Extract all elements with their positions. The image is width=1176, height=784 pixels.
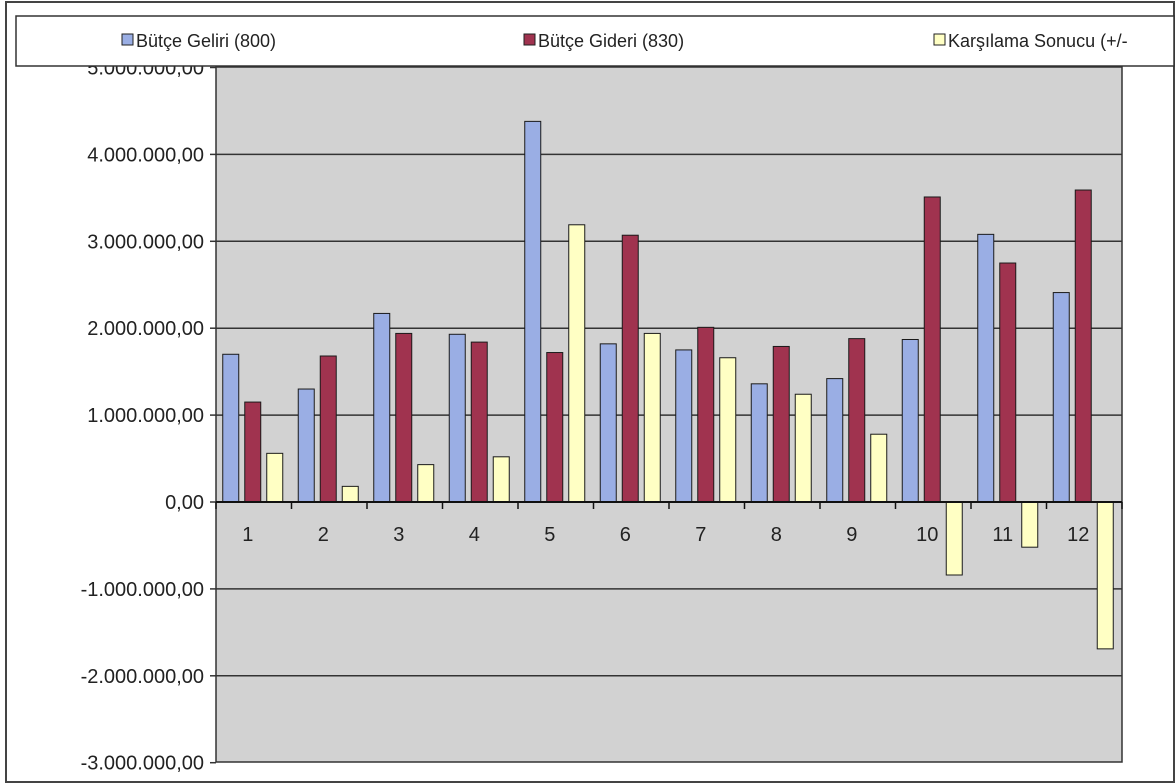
x-tick-label: 6 (620, 524, 631, 546)
x-tick-label: 4 (469, 524, 480, 546)
y-tick-label: 0,00 (165, 492, 204, 514)
x-axis: 1 2 3 4 5 6 7 8 9 10 11 12 (215, 501, 1123, 546)
legend-swatch (121, 33, 134, 46)
bar (999, 262, 1017, 503)
bar (222, 353, 240, 503)
bar (524, 120, 542, 503)
bar (848, 338, 866, 503)
bar (568, 224, 586, 503)
bar (794, 393, 812, 503)
x-tick-label: 5 (544, 524, 555, 546)
bar (772, 345, 790, 503)
x-tick-label: 3 (393, 524, 404, 546)
y-tick-label: -1.000.000,00 (81, 579, 204, 601)
bar (901, 338, 919, 503)
bar (697, 326, 715, 503)
bar (643, 332, 661, 503)
bar (1074, 189, 1092, 503)
legend-label: Bütçe Gideri (830) (538, 31, 684, 51)
x-tick-label: 9 (846, 524, 857, 546)
y-tick-label: 2.000.000,00 (87, 318, 204, 340)
legend-swatch (933, 33, 946, 46)
bar (319, 355, 337, 503)
legend-swatch (523, 33, 536, 46)
legend-label: Karşılama Sonucu (+/- (948, 31, 1128, 51)
bar (546, 352, 564, 503)
bar (373, 312, 391, 503)
bar (266, 452, 284, 503)
bar (492, 456, 510, 503)
bar (675, 349, 693, 503)
bar (1096, 501, 1114, 650)
y-tick-label: 3.000.000,00 (87, 231, 204, 253)
y-tick-label: -3.000.000,00 (81, 753, 204, 775)
legend-label: Bütçe Geliri (800) (136, 31, 276, 51)
x-tick-label: 2 (318, 524, 329, 546)
bar (923, 196, 941, 503)
bar (750, 383, 768, 503)
bar (599, 343, 617, 503)
bar (870, 433, 888, 503)
bar (448, 333, 466, 503)
bar (621, 234, 639, 503)
bar (1021, 501, 1039, 548)
y-axis: -3.000.000,00 -2.000.000,00 -1.000.000,00 0… (81, 58, 216, 775)
bar (470, 341, 488, 503)
bar (244, 401, 262, 503)
legend-box (15, 15, 1175, 67)
y-tick-label: 1.000.000,00 (87, 405, 204, 427)
x-tick-label: 12 (1067, 524, 1089, 546)
x-tick-label: 8 (771, 524, 782, 546)
bar (1052, 292, 1070, 503)
bar (826, 378, 844, 503)
x-tick-label: 1 (242, 524, 253, 546)
x-tick-label: 11 (992, 524, 1013, 546)
bar (945, 501, 963, 576)
x-tick-label: 10 (916, 524, 938, 546)
bar (417, 464, 435, 503)
bar (395, 332, 413, 503)
bar (341, 485, 359, 503)
bar (977, 233, 995, 503)
y-tick-label: -2.000.000,00 (81, 666, 204, 688)
bar (297, 388, 315, 503)
x-tick-label: 7 (695, 524, 706, 546)
bar (719, 357, 737, 503)
y-tick-label: 4.000.000,00 (87, 144, 204, 166)
legend: Bütçe Geliri (800) Bütçe Gideri (830) Karş… (121, 31, 1128, 51)
